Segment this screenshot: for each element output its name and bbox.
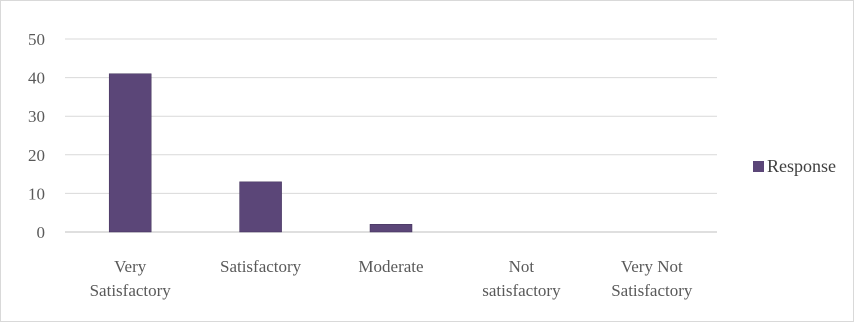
- x-category-label: satisfactory: [482, 281, 561, 300]
- bar-1: [108, 73, 152, 233]
- y-tick-label: 10: [28, 184, 45, 203]
- x-category-label: Very: [114, 257, 147, 276]
- y-tick-label: 30: [28, 107, 45, 126]
- y-tick-label: 50: [28, 30, 45, 49]
- bar-2: [239, 181, 282, 233]
- x-category-label: Satisfactory: [611, 281, 693, 300]
- x-axis-category-labels: Very Satisfactory Satisfactory Moderate Not s…: [90, 257, 693, 300]
- x-category-label: Moderate: [358, 257, 423, 276]
- x-category-label: Very Not: [621, 257, 683, 276]
- y-tick-label: 0: [37, 223, 46, 242]
- legend: Response: [753, 156, 836, 176]
- x-category-label: Not: [509, 257, 535, 276]
- x-category-label: Satisfactory: [220, 257, 302, 276]
- y-tick-label: 40: [28, 69, 45, 88]
- gridlines: [65, 38, 717, 233]
- bars: [108, 73, 413, 233]
- bar-3: [369, 224, 413, 233]
- legend-label: Response: [767, 156, 836, 176]
- x-category-label: Satisfactory: [90, 281, 172, 300]
- y-tick-label: 20: [28, 146, 45, 165]
- y-axis-tick-labels: 0 10 20 30 40 50: [28, 30, 45, 242]
- legend-swatch: [753, 161, 764, 172]
